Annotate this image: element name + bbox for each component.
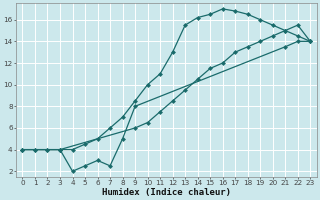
X-axis label: Humidex (Indice chaleur): Humidex (Indice chaleur) bbox=[102, 188, 231, 197]
